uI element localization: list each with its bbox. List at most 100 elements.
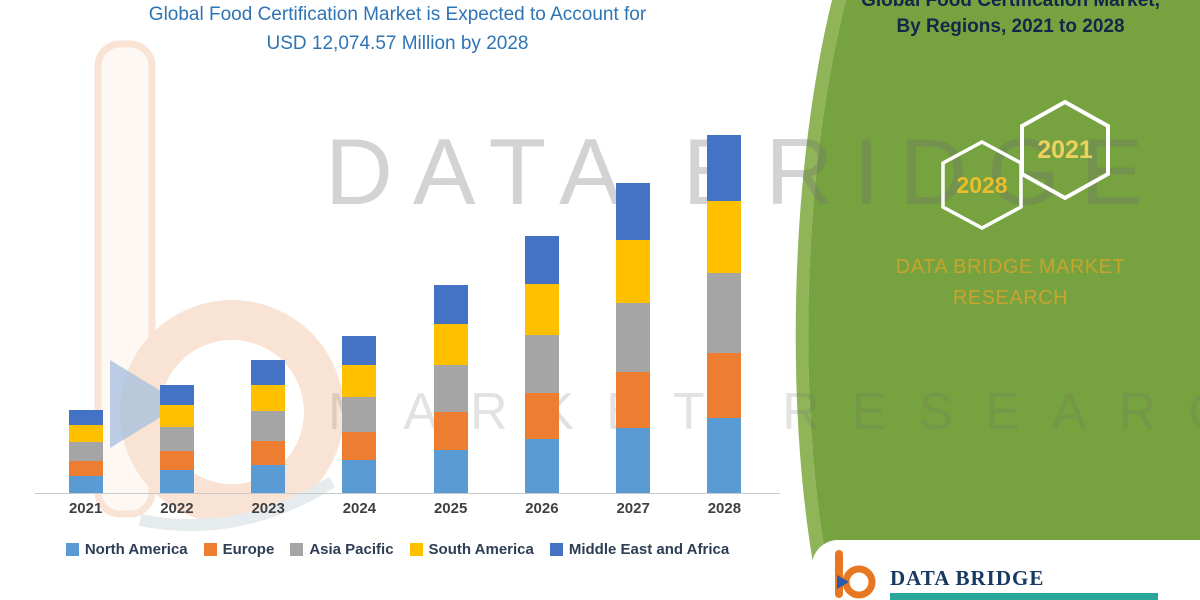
bar-segment (342, 365, 377, 397)
bar-segment (616, 302, 651, 372)
legend-swatch (65, 543, 79, 556)
bar-segment (342, 431, 377, 461)
bar-segment (159, 450, 194, 471)
x-axis-label: 2025 (433, 500, 468, 517)
legend-label: North America (84, 541, 188, 558)
x-axis-line (35, 493, 780, 494)
bar-2024 (342, 336, 377, 493)
hexagon-2021: 2021 (1020, 99, 1110, 201)
footer-teal-bar (890, 593, 1158, 600)
x-axis-label: 2026 (525, 500, 559, 517)
legend-label: Europe (222, 541, 275, 558)
bar-2021 (68, 409, 103, 493)
bar-segment (433, 365, 468, 412)
legend-label: South America (428, 541, 534, 558)
legend-item: Europe (203, 541, 275, 558)
bar-segment (524, 335, 559, 393)
bar-segment (251, 360, 286, 385)
bar-segment (524, 236, 559, 284)
bar-segment (524, 439, 559, 493)
bar-segment (707, 135, 742, 201)
bar-segment (159, 470, 194, 493)
legend-item: South America (409, 541, 534, 558)
watermark-text-line2: MARKET RESEARCH (328, 383, 1200, 441)
bar-segment (433, 411, 468, 450)
side-panel-brand-line1: DATA BRIDGE MARKET (895, 256, 1126, 278)
bar-segment (707, 353, 742, 418)
bar-2025 (433, 285, 468, 493)
watermark-logo-stem (94, 40, 156, 518)
side-panel-edge-band (795, 0, 846, 600)
chart-title: Global Food Certification Market is Expe… (0, 0, 795, 58)
bar-segment (159, 405, 194, 427)
bar-segment (433, 323, 468, 366)
plot-area (40, 135, 770, 493)
bar-segment (707, 418, 742, 493)
legend: North America Europe Asia Pacific South Ame… (0, 541, 795, 558)
x-axis-label: 2028 (707, 500, 742, 517)
x-axis-label: 2023 (251, 500, 285, 517)
bar-segment (68, 441, 103, 461)
bar-segment (251, 441, 286, 466)
legend-swatch (203, 543, 217, 556)
bar-2026 (524, 236, 559, 493)
side-panel-background (795, 0, 1200, 600)
x-axis-label: 2024 (342, 500, 377, 517)
watermark-logo-triangle (110, 360, 182, 448)
legend-label: Middle East and Africa (568, 541, 730, 558)
bar-segment (159, 426, 194, 451)
bar-segment (251, 384, 286, 412)
bar-segment (251, 465, 286, 493)
footer-logo-box: DATA BRIDGE (812, 540, 1200, 600)
legend-item: North America (65, 541, 188, 558)
bar-segment (616, 240, 651, 303)
bar-2028 (707, 135, 742, 493)
legend-swatch (549, 543, 563, 556)
bar-segment (159, 385, 194, 406)
hexagon-outline (1020, 99, 1110, 201)
side-panel-title-line2: By Regions, 2021 to 2028 (896, 16, 1125, 37)
side-panel-brand: DATA BRIDGE MARKET RESEARCH (838, 252, 1183, 314)
bar-2023 (251, 360, 286, 493)
x-axis-labels: 2021 2022 2023 2024 2025 2026 2027 2028 (40, 500, 770, 517)
bar-2027 (616, 183, 651, 493)
bar-segment (251, 411, 286, 442)
bar-segment (616, 428, 651, 493)
bar-segment (433, 285, 468, 324)
bar-segment (68, 475, 103, 493)
bar-segment (616, 183, 651, 241)
bar-segment (342, 336, 377, 366)
bar-segment (342, 460, 377, 493)
bar-2022 (159, 385, 194, 493)
bar-segment (68, 409, 103, 426)
bar-segment (68, 460, 103, 476)
logo-stem (835, 550, 843, 598)
x-axis-label: 2022 (160, 500, 194, 517)
hexagon-year-label: 2021 (1037, 136, 1093, 164)
logo-bowl (842, 565, 876, 599)
x-axis-label: 2027 (616, 500, 650, 517)
x-axis-label: 2021 (68, 500, 103, 517)
legend-item: Asia Pacific (290, 541, 394, 558)
chart-title-line2: USD 12,074.57 Million by 2028 (266, 33, 529, 54)
bar-segment (433, 449, 468, 493)
bar-segment (524, 283, 559, 336)
watermark-logo (94, 40, 344, 532)
watermark-logo-bowl (120, 300, 344, 524)
bar-segment (524, 392, 559, 440)
legend-item: Middle East and Africa (549, 541, 730, 558)
side-panel-title-line1: Global Food Certification Market, (861, 0, 1160, 11)
bar-segment (707, 201, 742, 273)
watermark-logo-swoosh (138, 476, 336, 532)
legend-swatch (290, 543, 304, 556)
side-panel-shape (808, 0, 1200, 600)
bar-segment (616, 371, 651, 429)
data-bridge-logo-icon (835, 550, 876, 599)
footer-brand-text: DATA BRIDGE (890, 566, 1045, 590)
side-panel-title: Global Food Certification Market, By Reg… (838, 0, 1183, 40)
legend-label: Asia Pacific (309, 541, 394, 558)
bar-segment (342, 396, 377, 432)
bar-segment (707, 273, 742, 353)
logo-triangle (837, 575, 849, 589)
